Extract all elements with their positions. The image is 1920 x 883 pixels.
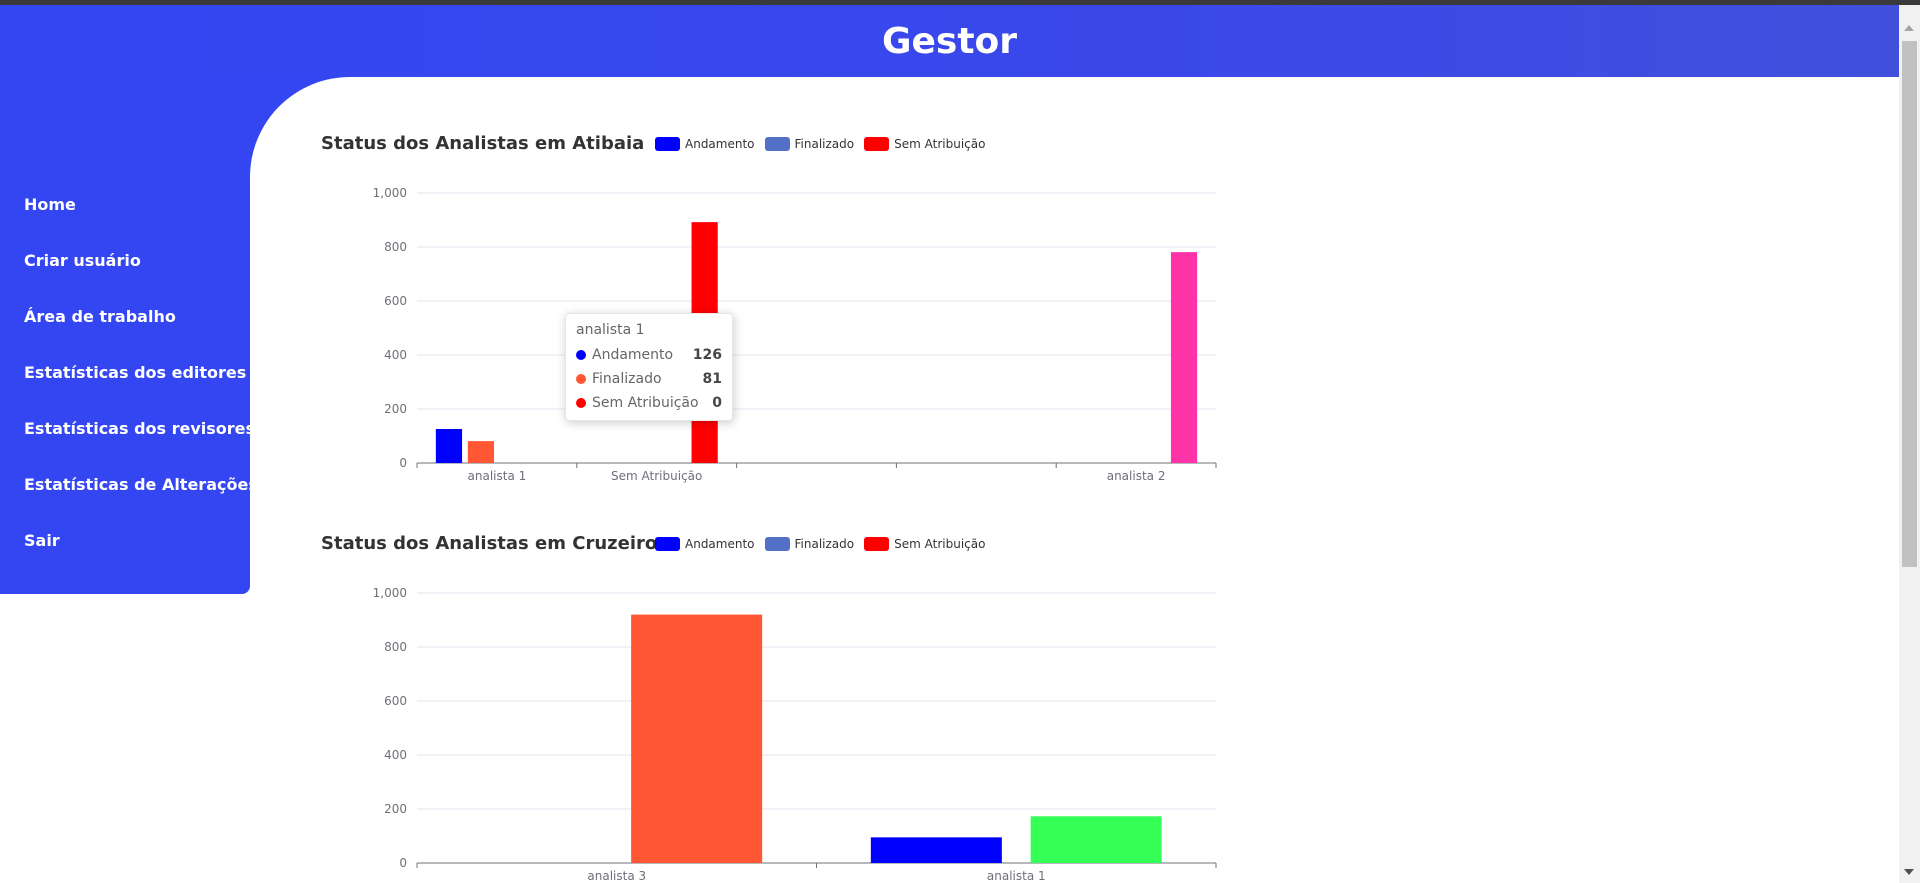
legend-swatch <box>655 537 680 551</box>
y-tick-label: 1,000 <box>373 586 407 600</box>
tooltip-dot <box>576 398 586 408</box>
tooltip-title: analista 1 <box>576 322 645 338</box>
sidebar-item-sair[interactable]: Sair <box>24 531 60 550</box>
bar <box>631 614 763 863</box>
chart-title-atibaia: Status dos Analistas em Atibaia <box>321 133 645 154</box>
y-tick-label: 600 <box>384 694 407 708</box>
sidebar-item-estatisticas-revisores[interactable]: Estatísticas dos revisores <box>24 419 256 438</box>
tooltip-row: Andamento 126 <box>576 343 722 367</box>
y-tick-label: 400 <box>384 748 407 762</box>
window-top-strip <box>0 0 1920 5</box>
legend-item-finalizado[interactable]: Finalizado <box>764 537 855 551</box>
scrollbar-thumb[interactable] <box>1902 41 1917 567</box>
tooltip-value: 81 <box>702 371 722 387</box>
scroll-up-arrow-icon[interactable] <box>1904 25 1914 31</box>
app-title: Gestor <box>881 20 1018 62</box>
tooltip-label: Sem Atribuição <box>592 395 699 411</box>
legend-swatch <box>864 537 890 551</box>
chart-legend-cruzeiro: Andamento Finalizado Sem Atribuição <box>655 537 995 551</box>
bar <box>1170 252 1198 463</box>
chart-tooltip: analista 1 Andamento 126 Finalizado 81 S… <box>565 313 733 421</box>
legend-label: Andamento <box>685 537 755 551</box>
x-tick-label: analista 1 <box>468 469 527 483</box>
content-corner-curve <box>250 77 350 177</box>
sidebar-item-home[interactable]: Home <box>24 195 76 214</box>
tooltip-label: Andamento <box>592 347 674 363</box>
bar <box>467 441 495 463</box>
y-tick-label: 0 <box>399 856 407 870</box>
x-tick-label: Sem Atribuição <box>611 469 702 483</box>
legend-swatch <box>864 137 890 151</box>
chart-legend-atibaia: Andamento Finalizado Sem Atribuição <box>655 137 995 151</box>
y-tick-label: 800 <box>384 240 407 254</box>
legend-swatch <box>764 137 790 151</box>
legend-label: Sem Atribuição <box>894 137 986 151</box>
legend-label: Andamento <box>685 137 755 151</box>
tooltip-value: 0 <box>712 395 722 411</box>
sidebar-item-criar-usuario[interactable]: Criar usuário <box>24 251 141 270</box>
legend-label: Finalizado <box>794 537 855 551</box>
vertical-scrollbar[interactable] <box>1899 5 1920 883</box>
x-tick-label: analista 2 <box>1107 469 1166 483</box>
legend-item-sem-atribuicao[interactable]: Sem Atribuição <box>864 137 985 151</box>
sidebar-nav: Home Criar usuário Área de trabalho Esta… <box>24 195 258 587</box>
x-tick-label: analista 3 <box>587 869 646 883</box>
bar <box>1030 816 1162 863</box>
tooltip-label: Finalizado <box>592 371 662 387</box>
legend-item-finalizado[interactable]: Finalizado <box>764 137 855 151</box>
legend-swatch <box>764 537 790 551</box>
app-header: Gestor <box>0 5 1899 77</box>
sidebar-item-estatisticas-alteracoes[interactable]: Estatísticas de Alterações <box>24 475 258 494</box>
chart-title-cruzeiro: Status dos Analistas em Cruzeiro <box>321 533 658 554</box>
tooltip-row: Sem Atribuição 0 <box>576 391 722 415</box>
x-tick-label: analista 1 <box>987 869 1046 883</box>
y-tick-label: 200 <box>384 402 407 416</box>
scroll-down-arrow-icon[interactable] <box>1904 869 1914 875</box>
legend-item-andamento[interactable]: Andamento <box>655 537 755 551</box>
y-tick-label: 600 <box>384 294 407 308</box>
y-tick-label: 1,000 <box>373 186 407 200</box>
legend-swatch <box>655 137 680 151</box>
bar <box>870 837 1002 863</box>
y-tick-label: 800 <box>384 640 407 654</box>
legend-label: Sem Atribuição <box>894 537 986 551</box>
y-tick-label: 400 <box>384 348 407 362</box>
sidebar-item-area-de-trabalho[interactable]: Área de trabalho <box>24 307 176 326</box>
tooltip-dot <box>576 374 586 384</box>
legend-item-sem-atribuicao[interactable]: Sem Atribuição <box>864 537 985 551</box>
bar <box>435 428 463 463</box>
legend-item-andamento[interactable]: Andamento <box>655 137 755 151</box>
tooltip-value: 126 <box>692 347 722 363</box>
y-tick-label: 200 <box>384 802 407 816</box>
sidebar: Home Criar usuário Área de trabalho Esta… <box>0 77 258 594</box>
legend-label: Finalizado <box>794 137 855 151</box>
y-tick-label: 0 <box>399 456 407 470</box>
tooltip-dot <box>576 350 586 360</box>
sidebar-item-estatisticas-editores[interactable]: Estatísticas dos editores <box>24 363 247 382</box>
tooltip-row: Finalizado 81 <box>576 367 722 391</box>
